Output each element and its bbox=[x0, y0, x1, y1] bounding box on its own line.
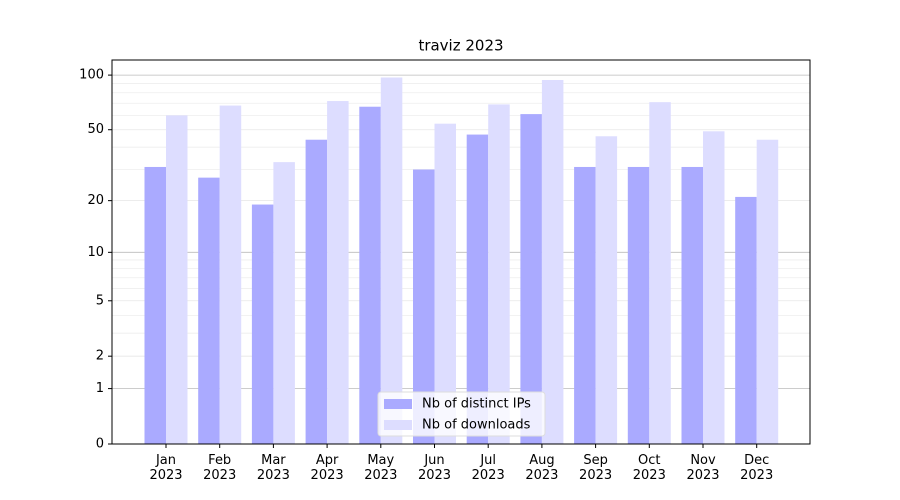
legend-box bbox=[377, 391, 546, 437]
bar bbox=[434, 123, 456, 445]
y-tick-label: 20 bbox=[87, 193, 104, 208]
bar bbox=[144, 166, 166, 444]
x-tick-label: Mar 2023 bbox=[256, 453, 290, 483]
y-tick-label: 50 bbox=[87, 122, 104, 137]
bar bbox=[305, 139, 328, 444]
y-tick-label: 5 bbox=[96, 293, 104, 308]
bar bbox=[735, 196, 757, 444]
y-tick-label: 10 bbox=[87, 245, 104, 260]
bar bbox=[488, 104, 510, 444]
x-tick-label: Oct 2023 bbox=[632, 453, 666, 483]
bar bbox=[359, 106, 381, 444]
chart-title: traviz 2023 bbox=[418, 37, 503, 55]
x-tick-label: Aug 2023 bbox=[525, 453, 559, 483]
bar bbox=[681, 166, 703, 444]
bar bbox=[380, 77, 403, 445]
plot-frame bbox=[111, 59, 811, 445]
y-tick-label: 100 bbox=[79, 68, 104, 83]
bar bbox=[166, 115, 188, 444]
x-tick-label: Jan 2023 bbox=[149, 453, 183, 483]
x-tick-label: Jul 2023 bbox=[471, 453, 505, 483]
x-tick-label: Feb 2023 bbox=[203, 453, 237, 483]
bar bbox=[219, 105, 242, 445]
legend-swatch bbox=[384, 399, 412, 409]
bar bbox=[627, 166, 650, 444]
bar bbox=[198, 177, 220, 444]
x-tick-label: Apr 2023 bbox=[310, 453, 344, 483]
legend-label: Nb of downloads bbox=[422, 418, 531, 433]
bar bbox=[703, 131, 725, 444]
legend: Nb of distinct IPs Nb of downloads bbox=[377, 391, 546, 437]
bar bbox=[413, 169, 435, 444]
x-tick-label: Sep 2023 bbox=[579, 453, 613, 483]
bar bbox=[756, 139, 779, 444]
y-tick-label: 2 bbox=[96, 349, 104, 364]
x-tick-label: May 2023 bbox=[364, 453, 398, 483]
bar bbox=[595, 136, 618, 444]
legend-swatch bbox=[384, 420, 412, 430]
bar bbox=[541, 79, 564, 444]
y-tick-label: 0 bbox=[96, 437, 104, 452]
bar bbox=[327, 101, 349, 444]
x-tick-label: Nov 2023 bbox=[686, 453, 720, 483]
x-tick-label: Jun 2023 bbox=[417, 453, 452, 483]
bar bbox=[251, 204, 274, 444]
bar bbox=[466, 134, 489, 444]
bar bbox=[649, 102, 671, 445]
bar bbox=[574, 166, 596, 444]
y-tick-label: 1 bbox=[96, 381, 104, 396]
bar bbox=[520, 114, 542, 445]
legend-label: Nb of distinct IPs bbox=[422, 397, 531, 412]
x-tick-label: Dec 2023 bbox=[740, 453, 774, 483]
bar bbox=[273, 162, 295, 444]
